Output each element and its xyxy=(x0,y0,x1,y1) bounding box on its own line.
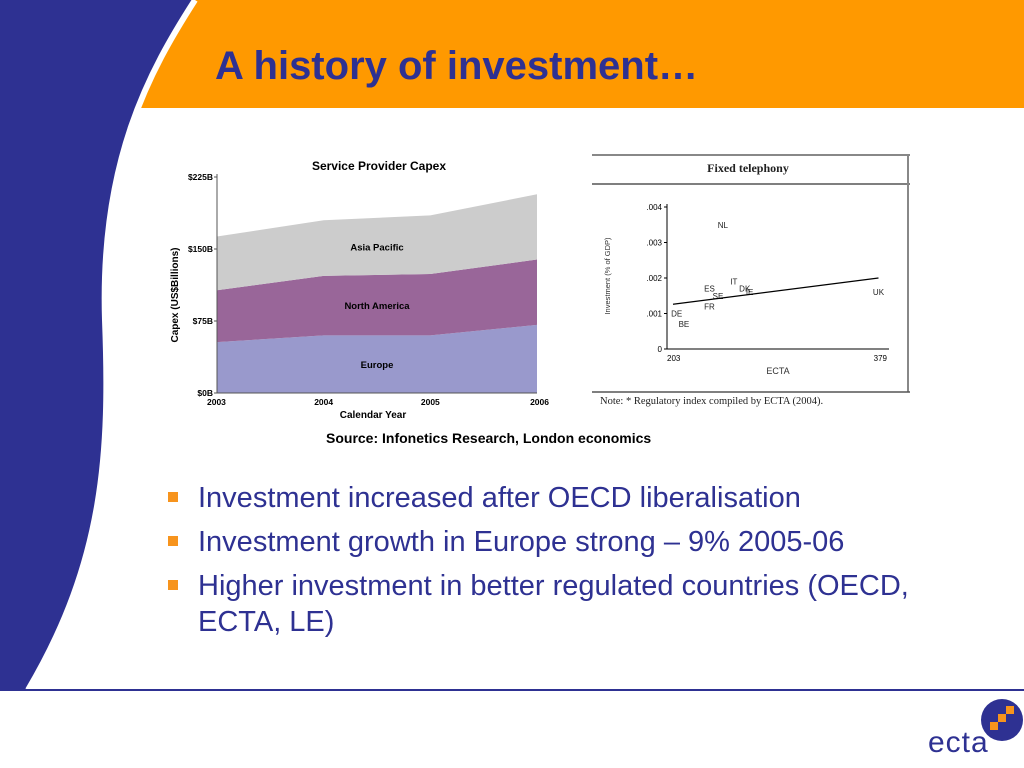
capex-x-axis-label: Calendar Year xyxy=(340,410,407,421)
bullet-text: Investment growth in Europe strong – 9% … xyxy=(198,526,845,558)
fixed-trendline xyxy=(672,277,879,305)
fixed-axes xyxy=(666,204,889,350)
y-tick-label: $225B xyxy=(188,172,213,182)
area-asia-pacific xyxy=(217,194,537,291)
ecta-logo-mark xyxy=(981,699,1023,741)
chart-source-caption: Source: Infonetics Research, London econ… xyxy=(326,430,652,446)
swoosh-white-edge xyxy=(25,0,198,692)
bullet-item: Investment growth in Europe strong – 9% … xyxy=(166,524,986,560)
y-tick-label: .003 xyxy=(646,239,662,248)
y-tick-label: .001 xyxy=(646,310,662,319)
point-label: IE xyxy=(746,288,754,297)
y-tick-label: $0B xyxy=(197,388,213,398)
capex-series-labels: Europe North America Asia Pacific xyxy=(344,242,410,371)
bullet-square-icon xyxy=(168,536,178,546)
y-tick-label: .004 xyxy=(646,203,662,212)
x-tick-label: 2006 xyxy=(530,397,549,407)
point-label: NL xyxy=(718,221,729,230)
x-tick-label: 2005 xyxy=(421,397,440,407)
point-label: ES xyxy=(704,285,715,294)
x-tick-label: 2003 xyxy=(207,397,226,407)
y-tick-label: 0 xyxy=(658,345,663,354)
capex-x-ticks: 2003 2004 2005 2006 xyxy=(207,397,549,407)
service-provider-capex-chart: Service Provider Capex $0B $75B $150B $225B… xyxy=(170,159,549,421)
bullet-text: Higher investment in better regulated co… xyxy=(198,570,909,638)
bullet-list: Investment increased after OECD liberali… xyxy=(166,480,986,648)
x-tick-label: 379 xyxy=(874,354,888,363)
navy-side-swoosh xyxy=(0,0,195,690)
capex-axes xyxy=(216,174,537,394)
capex-y-axis-label: Capex (US$Billions) xyxy=(170,247,181,342)
x-tick-label: 203 xyxy=(667,354,681,363)
series-label: North America xyxy=(344,301,410,312)
point-label: DK xyxy=(739,285,751,294)
capex-areas xyxy=(217,194,537,393)
series-label: Asia Pacific xyxy=(350,242,403,253)
y-tick-label: .002 xyxy=(646,274,662,283)
area-europe xyxy=(217,324,537,393)
bullet-item: Investment increased after OECD liberali… xyxy=(166,480,986,516)
ecta-logo-text: ecta xyxy=(928,726,989,759)
area-north-america xyxy=(217,259,537,343)
slide-title: A history of investment… xyxy=(215,44,699,88)
x-tick-label: 2004 xyxy=(314,397,333,407)
capex-y-ticks: $0B $75B $150B $225B xyxy=(188,172,217,398)
fixed-x-axis-label: ECTA xyxy=(766,366,789,376)
point-label: FR xyxy=(704,302,715,311)
bullet-item: Higher investment in better regulated co… xyxy=(166,568,986,640)
bullet-text: Investment increased after OECD liberali… xyxy=(198,482,801,514)
fixed-y-axis-label: Investment (% of GDP) xyxy=(603,237,612,315)
point-label: BE xyxy=(679,320,690,329)
point-label: SE xyxy=(713,292,724,301)
y-tick-label: $75B xyxy=(193,316,213,326)
point-label: DE xyxy=(671,310,682,319)
bullet-square-icon xyxy=(168,492,178,502)
capex-chart-title: Service Provider Capex xyxy=(312,159,446,173)
y-tick-label: $150B xyxy=(188,244,213,254)
fixed-ticks: 0 .001 .002 .003 .004 203 379 xyxy=(646,203,887,363)
series-label: Europe xyxy=(361,360,394,371)
fixed-chart-note: Note: * Regulatory index compiled by ECT… xyxy=(600,396,823,407)
bullet-square-icon xyxy=(168,580,178,590)
point-label: IT xyxy=(730,278,737,287)
fixed-chart-title: Fixed telephony xyxy=(707,161,789,175)
point-label: UK xyxy=(873,288,885,297)
